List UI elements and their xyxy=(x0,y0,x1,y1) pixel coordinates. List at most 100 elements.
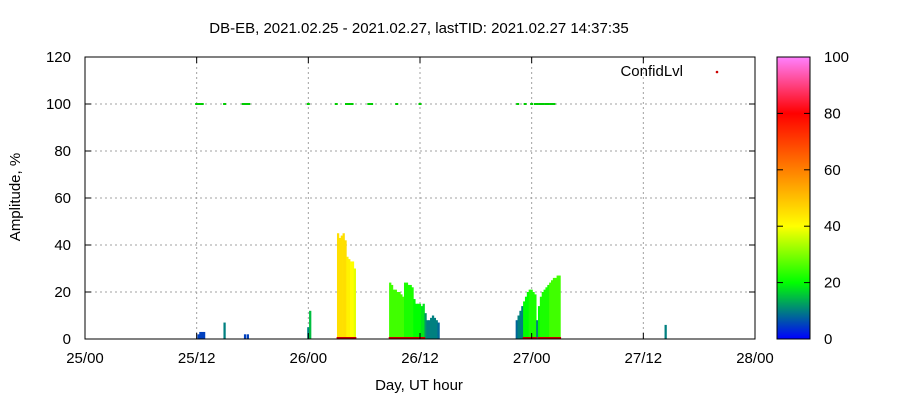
baseline-marker xyxy=(548,337,552,339)
bar xyxy=(539,296,543,339)
x-tick-label: 27/12 xyxy=(625,350,663,367)
legend-marker xyxy=(715,70,719,74)
baseline-marker xyxy=(412,337,416,339)
bar xyxy=(309,310,312,339)
bars xyxy=(197,233,667,339)
baseline-marker xyxy=(552,337,556,339)
baseline-marker xyxy=(347,337,351,339)
marker-point xyxy=(197,103,201,105)
bar xyxy=(394,289,397,339)
colorbar-tick-label: 80 xyxy=(824,105,841,122)
y-axis-label: Amplitude, % xyxy=(7,153,24,241)
bar xyxy=(409,284,412,339)
baseline-marker xyxy=(522,337,526,339)
baseline-marker xyxy=(353,337,357,339)
ticks: 25/00 25/12 26/00 26/12 27/00 27/12 28/00 0 20 40… xyxy=(46,49,774,367)
bar xyxy=(400,294,403,339)
bar xyxy=(353,268,356,339)
marker-point xyxy=(530,103,534,105)
bar xyxy=(545,287,548,339)
marker-point xyxy=(195,103,199,105)
colorbar-ticks: 0 20 40 60 80 100 xyxy=(777,49,849,348)
marker-point xyxy=(350,103,354,105)
baseline-marker xyxy=(546,337,550,339)
bar xyxy=(547,284,550,339)
baseline-marker xyxy=(550,337,554,339)
bar xyxy=(351,261,355,339)
bar xyxy=(246,334,249,339)
plot-frame xyxy=(84,56,756,340)
y-tick-label: 80 xyxy=(54,143,71,160)
marker-point xyxy=(541,103,545,105)
colorbar xyxy=(776,56,811,340)
x-axis-label: Day, UT hour xyxy=(375,377,463,394)
colorbar-tick-label: 100 xyxy=(824,49,849,66)
baseline-marker xyxy=(403,337,407,339)
colorbar-tick-label: 40 xyxy=(824,218,841,235)
bar xyxy=(523,301,526,339)
bar xyxy=(519,310,522,339)
bar xyxy=(435,320,438,339)
baseline-marker xyxy=(390,337,394,339)
baseline-marker xyxy=(409,337,413,339)
bar xyxy=(338,237,342,339)
marker-point xyxy=(200,103,204,105)
baseline-marker xyxy=(532,337,536,339)
baseline-marker xyxy=(351,337,355,339)
bar xyxy=(426,320,429,339)
bar xyxy=(223,322,226,339)
marker-point xyxy=(245,103,249,105)
x-tick-label: 25/12 xyxy=(178,350,216,367)
bar xyxy=(532,292,535,339)
bar xyxy=(402,296,405,339)
bar xyxy=(521,306,524,339)
bar xyxy=(552,277,556,339)
marker-point xyxy=(516,103,520,105)
baseline-marker xyxy=(422,337,426,339)
marker-point xyxy=(243,103,247,105)
baseline-marker xyxy=(399,337,403,339)
baseline-marker xyxy=(545,337,549,339)
bar xyxy=(199,331,202,339)
marker-point xyxy=(395,103,399,105)
bar xyxy=(407,284,410,339)
bar xyxy=(530,289,533,339)
grid xyxy=(85,57,755,339)
colorbar-tick-label: 20 xyxy=(824,275,841,292)
baseline-marker xyxy=(541,337,545,339)
colorbar-tick-label: 60 xyxy=(824,162,841,179)
bar xyxy=(344,240,347,339)
y-tick-label: 120 xyxy=(46,49,71,66)
baseline-marker xyxy=(556,337,560,339)
bar xyxy=(350,261,353,339)
bar xyxy=(201,331,204,339)
bar xyxy=(431,315,435,339)
baseline-marker xyxy=(539,337,543,339)
bar xyxy=(348,259,351,339)
bar xyxy=(526,292,530,339)
bar xyxy=(403,282,407,339)
baseline-marker xyxy=(398,337,402,339)
bar xyxy=(515,320,518,339)
marker-point xyxy=(241,103,245,105)
bar xyxy=(524,296,528,339)
bar xyxy=(422,303,425,339)
baseline-marker xyxy=(533,337,537,339)
marker-point xyxy=(552,103,556,105)
marker-point xyxy=(533,103,537,105)
bar xyxy=(556,275,559,339)
bar xyxy=(537,306,541,339)
baseline-marker xyxy=(411,337,415,339)
bar xyxy=(418,303,422,339)
baseline-marker xyxy=(554,337,558,339)
baseline-marker xyxy=(345,337,349,339)
baseline-marker xyxy=(543,337,547,339)
colorbar-tick-label: 0 xyxy=(824,331,832,348)
bar xyxy=(430,317,433,339)
bar xyxy=(340,235,343,339)
x-tick-label: 25/00 xyxy=(66,350,104,367)
y-tick-label: 100 xyxy=(46,96,71,113)
bar xyxy=(390,284,394,339)
bar xyxy=(558,275,561,339)
